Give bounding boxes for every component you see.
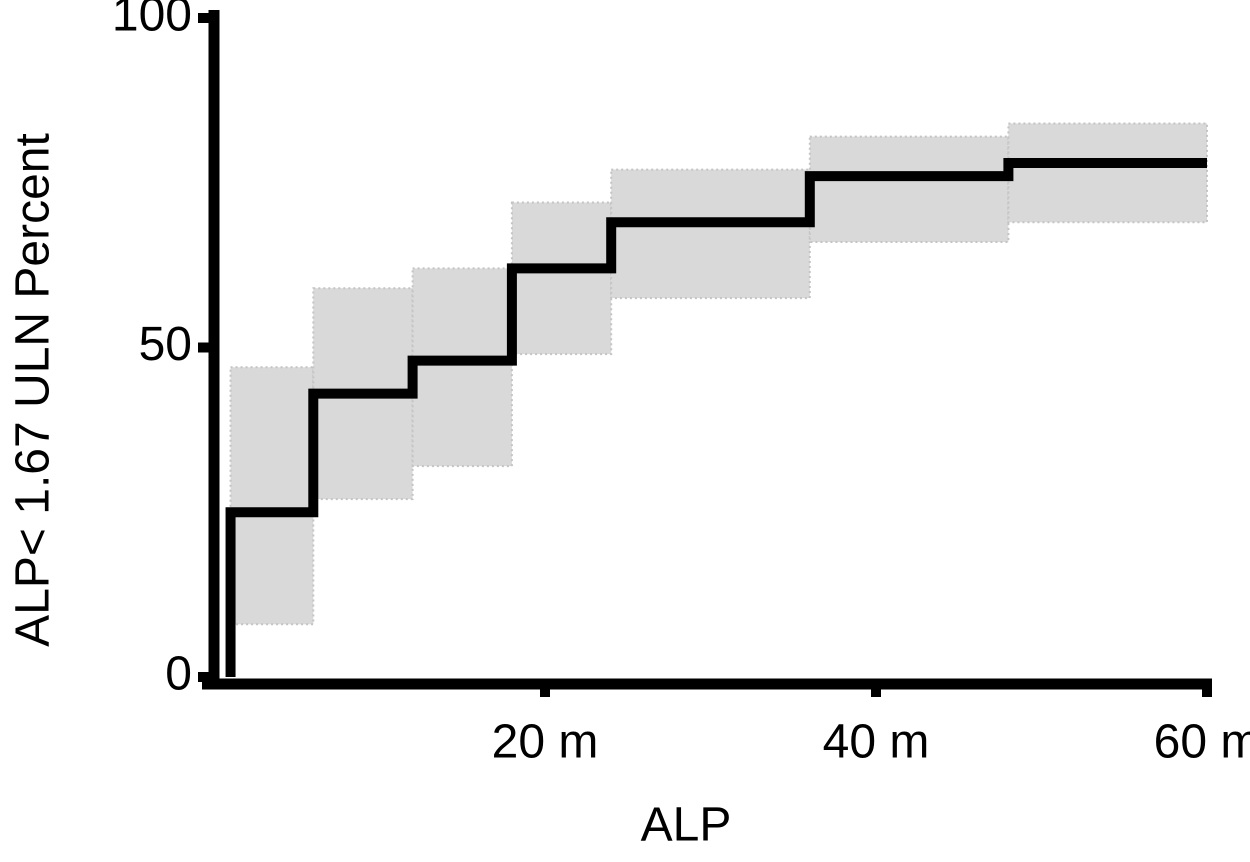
confidence-band — [411, 267, 513, 468]
confidence-band — [1007, 122, 1209, 224]
x-axis-label: ALP — [641, 799, 732, 852]
y-tick-label: 50 — [139, 318, 192, 371]
confidence-band — [229, 366, 315, 626]
y-tick-label: 0 — [165, 648, 192, 701]
x-tick-label: 20 m — [492, 716, 599, 769]
x-tick-label: 40 m — [823, 716, 930, 769]
y-axis-label: ALP< 1.67 ULN Percent — [7, 133, 60, 647]
confidence-band — [510, 201, 613, 356]
confidence-band — [808, 135, 1010, 244]
x-tick-label: 60 m — [1154, 716, 1250, 769]
y-tick-label: 100 — [112, 0, 192, 42]
confidence-band — [610, 168, 811, 300]
step-line — [225, 157, 1207, 677]
